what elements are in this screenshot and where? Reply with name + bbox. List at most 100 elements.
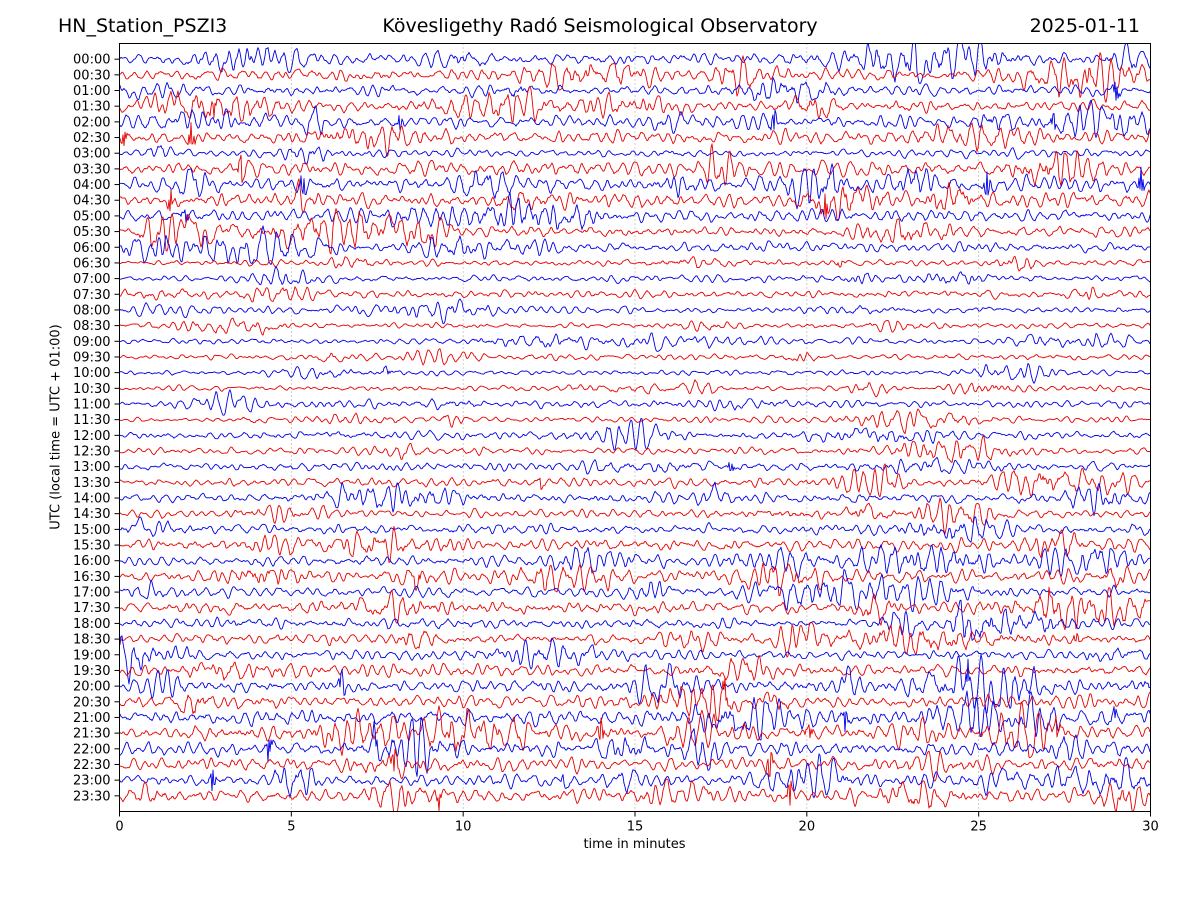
y-tick-label: 03:00 — [73, 147, 110, 162]
trace-row-04:30 — [119, 178, 1151, 221]
y-axis: 00:0000:3001:0001:3002:0002:3003:0003:30… — [73, 53, 120, 804]
trace-row-12:30 — [119, 435, 1151, 463]
station-label: HN_Station_PSZI3 — [58, 15, 228, 37]
y-tick-label: 15:30 — [73, 539, 110, 554]
date-label: 2025-01-11 — [1029, 15, 1140, 37]
y-tick-label: 14:30 — [73, 507, 110, 522]
x-axis-label: time in minutes — [583, 837, 686, 852]
y-tick-label: 07:00 — [73, 272, 110, 287]
y-tick-label: 05:30 — [73, 225, 110, 240]
trace-row-02:00 — [119, 99, 1151, 138]
y-tick-label: 07:30 — [73, 288, 110, 303]
trace-row-18:30 — [119, 622, 1151, 658]
trace-row-09:30 — [119, 348, 1151, 366]
y-tick-label: 04:00 — [73, 178, 110, 193]
trace-row-15:00 — [119, 516, 1151, 543]
y-tick-label: 13:00 — [73, 460, 110, 475]
y-tick-label: 10:30 — [73, 382, 110, 397]
y-tick-label: 01:30 — [73, 100, 110, 115]
trace-rows — [119, 43, 1151, 812]
y-tick-label: 17:30 — [73, 601, 110, 616]
y-tick-label: 12:00 — [73, 429, 110, 444]
plot-border — [119, 43, 1151, 812]
trace-row-10:00 — [119, 362, 1151, 384]
trace-row-17:30 — [119, 586, 1151, 631]
y-tick-label: 03:30 — [73, 162, 110, 177]
gridlines — [290, 43, 980, 812]
trace-row-16:00 — [119, 544, 1151, 579]
y-tick-label: 22:30 — [73, 758, 110, 773]
trace-row-23:00 — [119, 753, 1151, 799]
trace-row-22:30 — [119, 748, 1151, 782]
y-tick-label: 01:00 — [73, 84, 110, 99]
trace-row-00:00 — [119, 43, 1151, 85]
trace-row-14:00 — [119, 481, 1151, 517]
y-tick-label: 12:30 — [73, 445, 110, 460]
y-tick-label: 21:00 — [73, 711, 110, 726]
trace-row-11:30 — [119, 408, 1151, 435]
trace-row-17:00 — [119, 569, 1151, 613]
y-tick-label: 00:00 — [73, 53, 110, 68]
trace-row-15:30 — [119, 526, 1151, 563]
y-tick-label: 19:30 — [73, 664, 110, 679]
trace-row-05:00 — [119, 191, 1151, 230]
trace-row-20:00 — [119, 654, 1151, 714]
trace-row-04:00 — [119, 163, 1151, 210]
trace-row-20:30 — [119, 677, 1151, 721]
trace-row-19:30 — [119, 655, 1151, 681]
trace-row-22:00 — [119, 716, 1151, 777]
trace-row-09:00 — [119, 332, 1151, 352]
y-tick-label: 09:00 — [73, 335, 110, 350]
y-tick-label: 04:30 — [73, 194, 110, 209]
y-tick-label: 05:00 — [73, 209, 110, 224]
trace-row-21:30 — [119, 701, 1151, 759]
trace-row-21:00 — [119, 690, 1151, 741]
y-tick-label: 11:00 — [73, 397, 110, 412]
trace-row-08:00 — [119, 298, 1151, 324]
trace-row-07:00 — [119, 266, 1151, 286]
trace-row-01:00 — [119, 77, 1151, 104]
x-tick-label: 25 — [970, 820, 987, 835]
x-tick-label: 0 — [115, 820, 123, 835]
y-tick-label: 00:30 — [73, 68, 110, 83]
y-tick-label: 17:00 — [73, 586, 110, 601]
trace-row-03:30 — [119, 143, 1151, 187]
trace-row-11:00 — [119, 389, 1151, 416]
trace-row-01:30 — [119, 86, 1151, 123]
observatory-title: Kövesligethy Radó Seismological Observat… — [382, 15, 818, 37]
y-tick-label: 06:00 — [73, 241, 110, 256]
y-tick-label: 13:30 — [73, 476, 110, 491]
trace-row-13:00 — [119, 456, 1151, 475]
y-tick-label: 14:00 — [73, 492, 110, 507]
y-tick-label: 11:30 — [73, 413, 110, 428]
y-tick-label: 18:30 — [73, 633, 110, 648]
y-tick-label: 02:30 — [73, 131, 110, 146]
trace-row-14:30 — [119, 497, 1151, 535]
y-tick-label: 20:00 — [73, 680, 110, 695]
trace-row-06:30 — [119, 255, 1151, 272]
y-tick-label: 21:30 — [73, 727, 110, 742]
trace-row-00:30 — [119, 52, 1151, 103]
y-tick-label: 23:30 — [73, 789, 110, 804]
trace-row-03:00 — [119, 145, 1151, 165]
y-tick-label: 06:30 — [73, 256, 110, 271]
trace-row-02:30 — [119, 122, 1151, 157]
y-tick-label: 08:00 — [73, 303, 110, 318]
x-tick-label: 5 — [287, 820, 295, 835]
y-tick-label: 15:00 — [73, 523, 110, 538]
y-tick-label: 18:00 — [73, 617, 110, 632]
y-tick-label: 19:00 — [73, 648, 110, 663]
y-tick-label: 20:30 — [73, 695, 110, 710]
trace-row-19:00 — [119, 635, 1151, 685]
y-tick-label: 22:00 — [73, 742, 110, 757]
trace-row-13:30 — [119, 463, 1151, 498]
trace-row-06:00 — [119, 225, 1151, 266]
y-tick-label: 23:00 — [73, 774, 110, 789]
x-tick-label: 20 — [799, 820, 816, 835]
trace-row-18:00 — [119, 599, 1151, 641]
y-tick-label: 16:30 — [73, 570, 110, 585]
x-tick-label: 30 — [1142, 820, 1159, 835]
trace-row-05:30 — [119, 208, 1151, 255]
